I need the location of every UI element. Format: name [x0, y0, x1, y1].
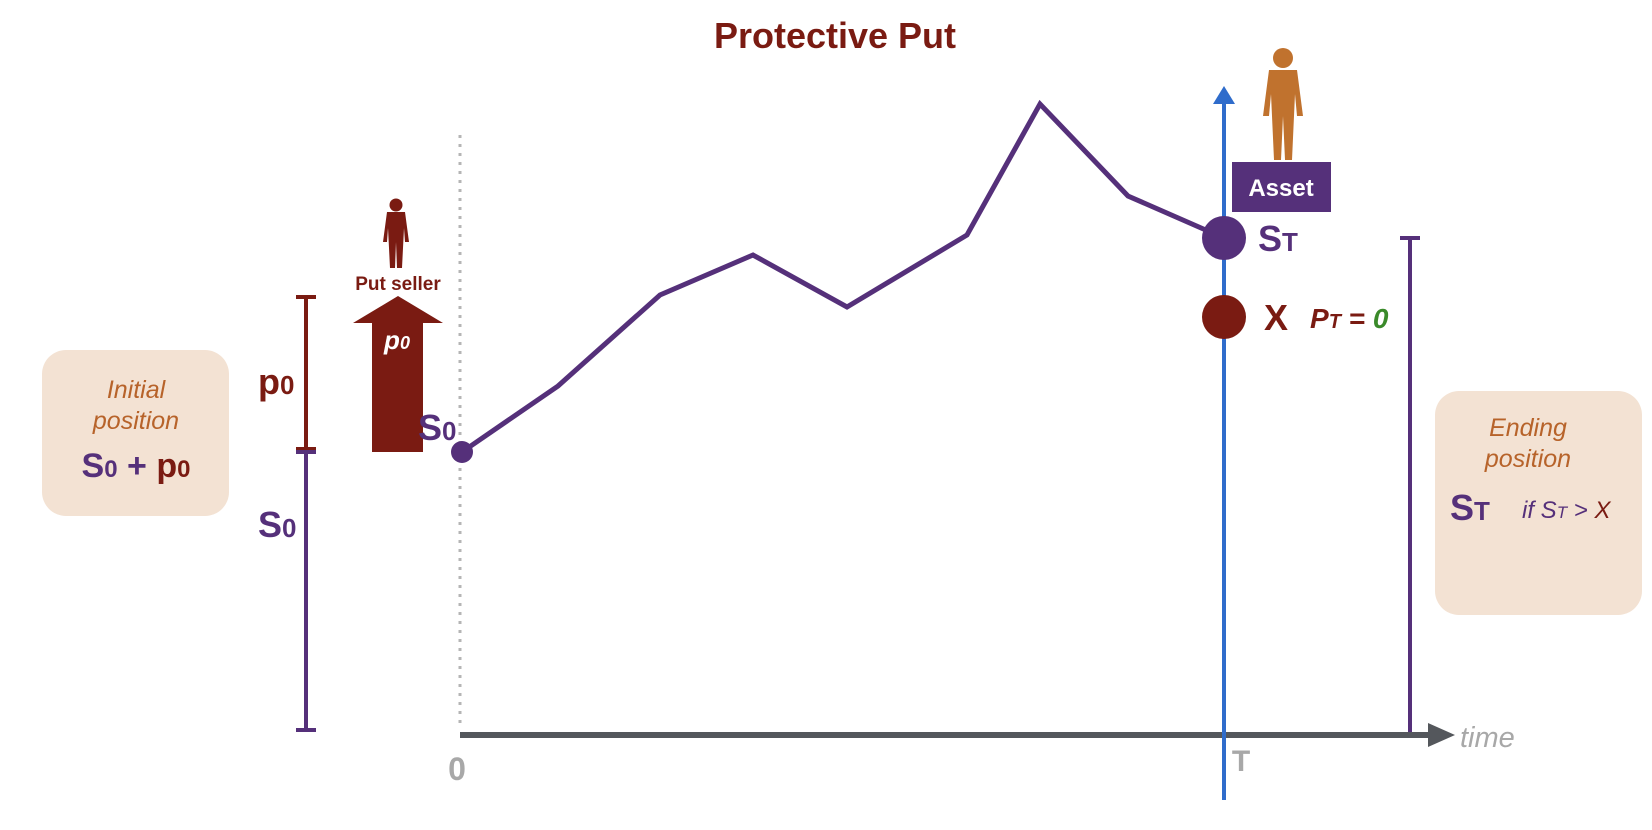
initial-formula-p-sub: 0: [177, 456, 190, 483]
initial-label-line1: Initial: [107, 376, 167, 404]
right-bracket: [1400, 236, 1420, 732]
put-value-label: PT = 0: [1310, 303, 1389, 334]
page-title: Protective Put: [714, 15, 956, 56]
strike-label: X: [1264, 297, 1288, 338]
origin-label: 0: [448, 751, 466, 787]
price-path-line: [460, 99, 1226, 455]
initial-formula-p: p: [156, 447, 177, 485]
strike-point: [1202, 295, 1246, 339]
time-axis-label: time: [1460, 722, 1515, 754]
end-price-label: ST: [1258, 218, 1298, 259]
put-seller-arrow-label: p0: [383, 325, 410, 355]
start-price-point: [451, 441, 473, 463]
initial-formula-S-sub: 0: [104, 456, 117, 483]
initial-formula: S0 + p0: [82, 447, 191, 485]
bracket-s0-label: S0: [258, 504, 296, 545]
ending-condition: if ST > X: [1522, 497, 1611, 524]
ending-label-line2: position: [1484, 445, 1571, 473]
ending-position-box: Ending position ST if ST > X: [1435, 391, 1642, 615]
ending-label-line1: Ending: [1489, 414, 1567, 442]
initial-formula-plus: +: [118, 447, 157, 485]
time-axis-arrowhead: [1428, 723, 1455, 747]
ending-value: ST: [1450, 487, 1490, 528]
put-seller: Put seller p0: [353, 198, 443, 452]
arrow-up-icon: [353, 296, 443, 452]
person-silhouette-icon: [383, 198, 409, 268]
initial-box-background: [42, 350, 229, 516]
initial-formula-S: S: [82, 447, 105, 485]
put-seller-label: Put seller: [355, 274, 441, 295]
asset-label: Asset: [1248, 175, 1313, 202]
initial-position-box: Initial position S0 + p0: [42, 350, 229, 516]
asset-label-box: [1232, 162, 1331, 212]
end-price-point: [1202, 216, 1246, 260]
initial-label-line2: position: [92, 407, 179, 435]
ending-box-background: [1435, 391, 1642, 615]
maturity-label: T: [1232, 745, 1250, 778]
maturity-arrowhead: [1213, 86, 1235, 104]
left-bracket: p0 S0: [258, 295, 316, 732]
bracket-p0-label: p0: [258, 361, 294, 402]
start-price-label: S0: [418, 407, 456, 448]
asset-owner: Asset: [1232, 48, 1331, 212]
person-silhouette-icon: [1263, 48, 1303, 160]
